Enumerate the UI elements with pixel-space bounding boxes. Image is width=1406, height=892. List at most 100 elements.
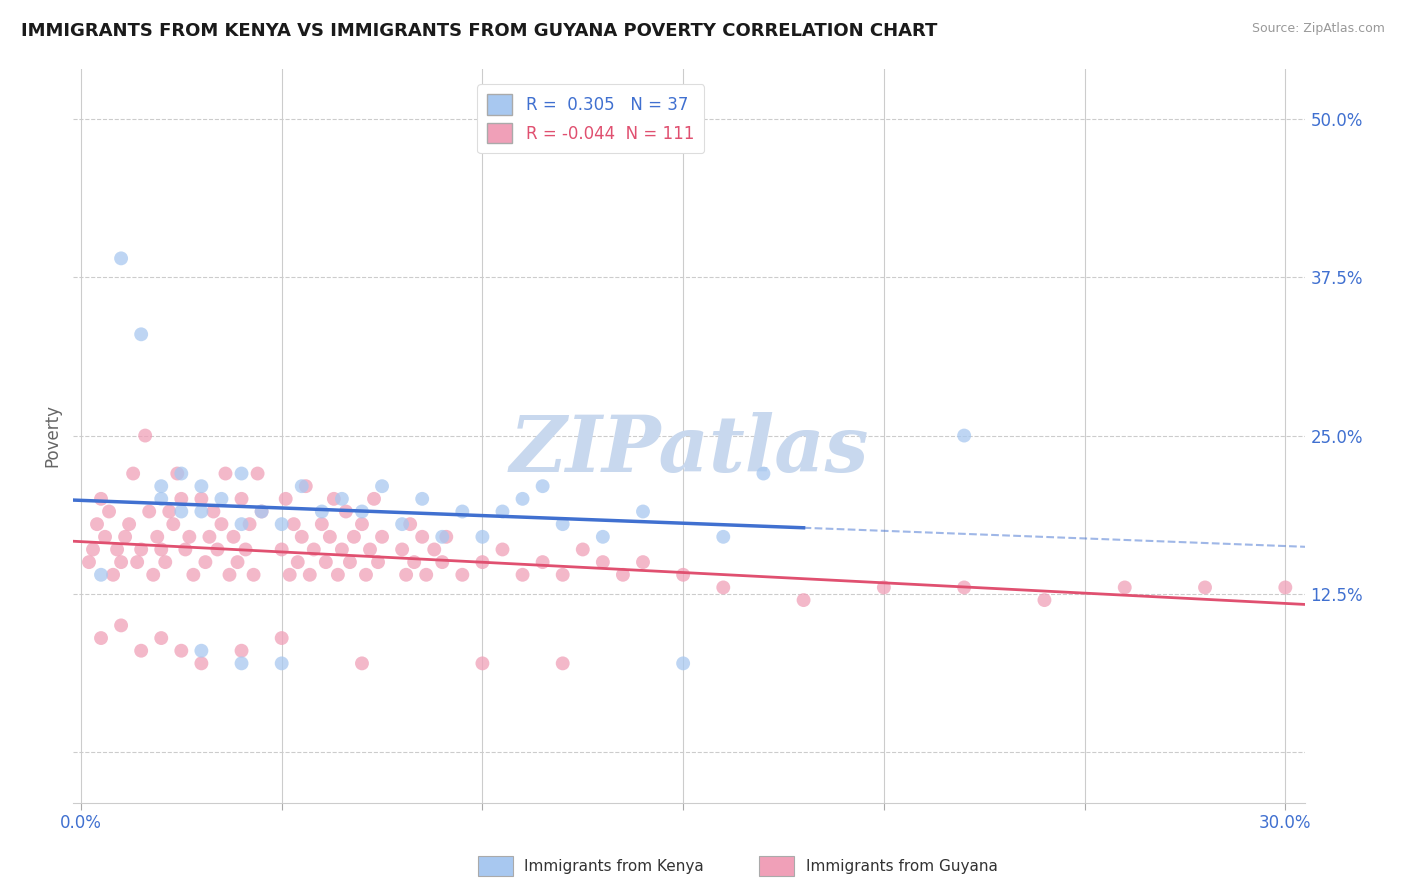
Point: [250, 504, 273, 518]
Point: [250, 504, 273, 518]
Point: [411, 491, 433, 506]
Point: [531, 479, 554, 493]
Text: ZIPatlas: ZIPatlas: [509, 412, 869, 489]
Point: [551, 657, 574, 671]
Point: [367, 555, 389, 569]
Point: [82, 542, 104, 557]
Point: [298, 567, 321, 582]
Point: [371, 479, 394, 493]
Point: [311, 504, 333, 518]
Point: [953, 581, 976, 595]
Point: [330, 491, 353, 506]
Point: [451, 504, 474, 518]
Point: [183, 567, 205, 582]
Point: [170, 491, 193, 506]
Point: [246, 467, 269, 481]
Point: [90, 491, 112, 506]
Point: [270, 657, 292, 671]
Point: [270, 517, 292, 532]
Point: [190, 504, 212, 518]
Point: [1114, 581, 1136, 595]
Point: [134, 428, 156, 442]
Point: [434, 530, 457, 544]
Point: [395, 567, 418, 582]
Point: [218, 567, 240, 582]
Point: [122, 467, 145, 481]
Point: [110, 618, 132, 632]
Point: [350, 517, 373, 532]
Y-axis label: Poverty: Poverty: [44, 404, 60, 467]
Point: [411, 530, 433, 544]
Point: [423, 542, 446, 557]
Point: [105, 542, 128, 557]
Point: [631, 504, 654, 518]
Point: [294, 479, 316, 493]
Point: [415, 567, 437, 582]
Point: [242, 567, 264, 582]
Point: [311, 517, 333, 532]
Point: [231, 467, 253, 481]
Point: [114, 530, 136, 544]
Point: [631, 555, 654, 569]
Point: [162, 517, 184, 532]
Text: Immigrants from Guyana: Immigrants from Guyana: [806, 859, 997, 873]
Point: [711, 530, 734, 544]
Point: [198, 530, 221, 544]
Point: [404, 555, 426, 569]
Point: [571, 542, 593, 557]
Point: [612, 567, 634, 582]
Point: [94, 530, 117, 544]
Point: [359, 542, 381, 557]
Point: [326, 567, 349, 582]
Point: [1274, 581, 1296, 595]
Point: [207, 542, 229, 557]
Text: IMMIGRANTS FROM KENYA VS IMMIGRANTS FROM GUYANA POVERTY CORRELATION CHART: IMMIGRANTS FROM KENYA VS IMMIGRANTS FROM…: [21, 22, 938, 40]
Point: [211, 517, 233, 532]
Point: [179, 530, 201, 544]
Point: [274, 491, 297, 506]
Point: [222, 530, 245, 544]
Point: [150, 491, 173, 506]
Point: [363, 491, 385, 506]
Point: [291, 479, 314, 493]
Point: [90, 631, 112, 645]
Point: [129, 542, 152, 557]
Point: [1194, 581, 1216, 595]
Point: [592, 530, 614, 544]
Point: [319, 530, 342, 544]
Point: [471, 657, 494, 671]
Point: [110, 555, 132, 569]
Point: [142, 567, 165, 582]
Point: [592, 555, 614, 569]
Point: [231, 517, 253, 532]
Point: [339, 555, 361, 569]
Point: [350, 657, 373, 671]
Point: [451, 567, 474, 582]
Point: [531, 555, 554, 569]
Point: [226, 555, 249, 569]
Point: [98, 504, 121, 518]
Point: [322, 491, 344, 506]
Point: [157, 504, 180, 518]
Point: [491, 504, 513, 518]
Point: [391, 517, 413, 532]
Point: [471, 530, 494, 544]
Text: Immigrants from Kenya: Immigrants from Kenya: [524, 859, 704, 873]
Point: [129, 644, 152, 658]
Point: [335, 504, 357, 518]
Point: [672, 567, 695, 582]
Point: [138, 504, 160, 518]
Point: [202, 504, 225, 518]
Point: [512, 567, 534, 582]
Point: [1033, 593, 1056, 607]
Point: [231, 644, 253, 658]
Point: [170, 467, 193, 481]
Point: [551, 567, 574, 582]
Legend: R =  0.305   N = 37, R = -0.044  N = 111: R = 0.305 N = 37, R = -0.044 N = 111: [477, 84, 704, 153]
Point: [110, 252, 132, 266]
Point: [101, 567, 124, 582]
Point: [194, 555, 217, 569]
Point: [672, 657, 695, 671]
Point: [150, 479, 173, 493]
Point: [491, 542, 513, 557]
